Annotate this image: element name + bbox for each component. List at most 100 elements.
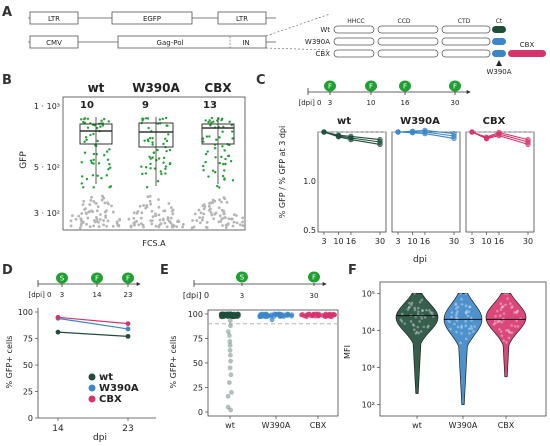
d-series-line-CBX — [57, 316, 129, 325]
f-point — [406, 308, 410, 311]
b-gray-point — [170, 223, 174, 227]
b-box-w390a — [138, 122, 174, 148]
e-point — [316, 312, 322, 318]
b-green-point — [105, 150, 109, 153]
b-gray-point — [103, 201, 107, 205]
wt-hhcc — [333, 25, 375, 34]
b-gray-point — [132, 211, 136, 215]
b-gray-point — [220, 200, 223, 204]
b-gray-point — [167, 202, 171, 205]
c-point-W390A — [422, 127, 428, 133]
in-label: IN — [242, 39, 249, 47]
f-violin-wt — [395, 293, 439, 394]
b-gray-point — [106, 219, 110, 223]
b-green-point — [92, 132, 95, 136]
b-ytick-1e3: 1 · 10³ — [34, 102, 60, 111]
f-point — [422, 325, 426, 329]
b-green-point — [101, 124, 105, 127]
f-point — [511, 305, 514, 308]
d-point-CBX — [125, 321, 131, 327]
b-gray-point — [232, 213, 236, 217]
b-count-cbx: 13 — [203, 100, 217, 111]
b-gray-point — [142, 225, 145, 229]
b-green-point — [165, 139, 169, 143]
c-timeline-label: [dpi] 0 — [299, 99, 322, 107]
b-gray-point — [92, 224, 96, 228]
b-gray-point — [218, 214, 222, 218]
b-gray-point — [205, 221, 209, 224]
b-gray-point — [70, 214, 74, 218]
b-gray-point — [111, 224, 115, 228]
b-green-point — [202, 164, 205, 168]
panel-d: D S 3 F 14 F 23 [dpi] 0 100 75 50 25 0 14 23 wtW390A… — [2, 263, 156, 443]
c-frame-CBX — [465, 131, 535, 233]
c-group-w390a: W390A — [400, 116, 440, 127]
c-point-CBX — [469, 129, 475, 135]
e-point-outlier — [225, 404, 231, 410]
b-box-wt — [79, 123, 113, 145]
b-gray-point — [100, 198, 104, 202]
e-point — [329, 314, 335, 320]
f-point — [454, 303, 458, 307]
cbx-ctd — [441, 49, 491, 58]
b-gray-point — [140, 222, 143, 226]
b-green-point — [107, 120, 110, 123]
zoom-line-top — [265, 13, 331, 37]
f-point — [425, 308, 428, 312]
f-point — [456, 310, 459, 313]
b-green-point — [80, 161, 83, 164]
b-green-point — [162, 161, 165, 164]
f-point — [508, 331, 512, 334]
d-point-W390A — [125, 326, 131, 332]
f-point — [455, 330, 458, 334]
d-timeline-marks: S 3 F 14 F 23 — [56, 272, 134, 299]
b-green-point — [151, 143, 154, 146]
f-point — [455, 311, 459, 315]
e-point-outlier — [227, 339, 233, 344]
b-green-point — [218, 186, 221, 189]
b-green-point — [93, 124, 96, 127]
wt-ct — [492, 26, 506, 33]
f-point — [419, 330, 423, 333]
f-point — [407, 306, 411, 310]
e-point — [273, 311, 279, 317]
d-ytick-label: 0 — [28, 414, 33, 423]
b-gray-point — [115, 221, 119, 225]
b-gray-point — [102, 196, 106, 200]
d-point-wt — [125, 333, 131, 339]
f-point — [421, 308, 424, 312]
b-green-point — [80, 118, 83, 121]
f-point — [413, 292, 416, 295]
variant-cbx-label: CBX — [316, 50, 331, 58]
f-point — [400, 312, 404, 316]
b-gray-point — [159, 222, 163, 226]
b-gray-point — [94, 201, 98, 205]
b-green-point — [231, 179, 235, 182]
b-green-point — [231, 137, 234, 140]
f-point — [464, 337, 468, 341]
cbx-ccd — [377, 49, 439, 58]
b-gray-point — [145, 203, 149, 207]
e-timeline-marks: S 3 F 30 — [236, 271, 320, 300]
c-point-W390A — [395, 129, 401, 135]
d-ylabel: % GFP+ cells — [5, 336, 14, 389]
d-point-CBX — [55, 314, 61, 320]
b-green-point — [222, 162, 225, 166]
b-green-point — [102, 117, 106, 121]
d-legend-label-wt: wt — [99, 372, 113, 383]
e-xtick-label: CBX — [310, 421, 327, 430]
f-point — [429, 311, 432, 314]
w390a-ctd — [441, 37, 491, 46]
timeline-marker-letter: F — [312, 274, 316, 282]
timeline-marker-icon — [449, 80, 461, 92]
timeline-marker-icon — [308, 271, 320, 283]
f-point — [464, 319, 467, 323]
b-gray-point — [197, 208, 201, 212]
b-gray-point — [95, 209, 99, 213]
b-gray-point — [69, 224, 73, 228]
timeline-day-label: 3 — [328, 99, 332, 107]
timeline-marker-icon — [324, 80, 336, 92]
b-gray-point — [158, 218, 162, 222]
f-xtick-label: W390A — [449, 421, 478, 430]
f-point — [460, 332, 463, 335]
